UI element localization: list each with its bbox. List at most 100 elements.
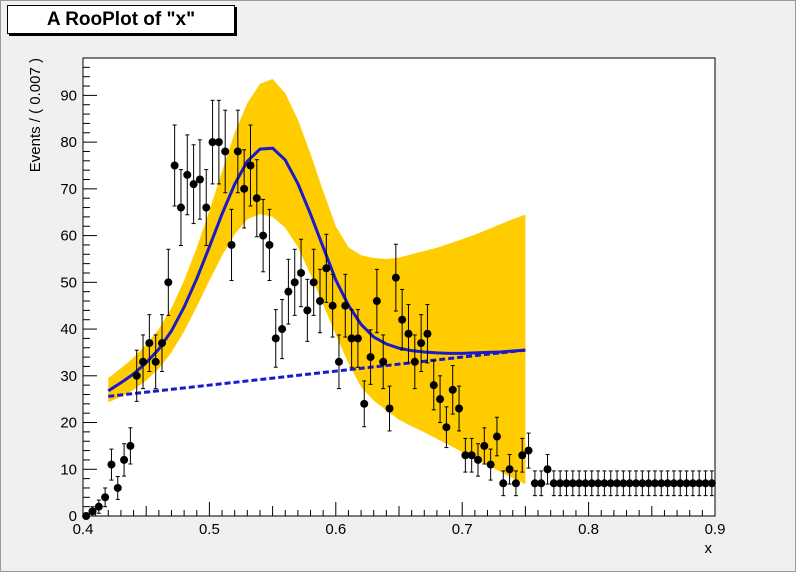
y-tick-label: 10 xyxy=(60,461,77,478)
data-point xyxy=(436,375,445,424)
y-tick-label: 90 xyxy=(60,87,77,104)
y-tick-label: 60 xyxy=(60,228,77,245)
data-point xyxy=(417,314,426,373)
data-point xyxy=(480,427,489,465)
data-point xyxy=(227,208,236,282)
data-point xyxy=(214,99,223,185)
data-point xyxy=(537,470,546,497)
y-tick-label: 20 xyxy=(60,415,77,432)
data-point xyxy=(322,233,331,303)
data-point xyxy=(151,334,160,390)
data-point xyxy=(170,124,179,207)
data-point xyxy=(556,470,565,497)
data-point xyxy=(429,359,438,411)
data-point xyxy=(145,314,154,373)
data-point xyxy=(195,139,204,220)
x-tick-label: 0.5 xyxy=(199,521,220,538)
data-point xyxy=(271,309,280,368)
data-point xyxy=(259,198,268,273)
data-point xyxy=(455,385,464,432)
data-point xyxy=(347,309,356,368)
data-point xyxy=(132,349,141,402)
data-point xyxy=(707,470,716,497)
data-point xyxy=(562,470,571,497)
y-tick-label: 0 xyxy=(69,508,77,525)
data-point xyxy=(284,258,293,325)
data-point xyxy=(139,334,148,390)
data-point xyxy=(265,208,274,282)
data-point xyxy=(474,443,482,477)
model-curve xyxy=(107,146,526,393)
data-point xyxy=(486,448,495,481)
data-point xyxy=(297,238,306,308)
data-point xyxy=(278,299,287,360)
data-point xyxy=(682,470,691,497)
y-tick-label: 30 xyxy=(60,368,77,385)
x-tick-label: 0.6 xyxy=(325,521,346,538)
data-point xyxy=(657,470,666,497)
data-point xyxy=(94,499,103,514)
data-point xyxy=(246,124,255,207)
data-point xyxy=(366,329,375,385)
data-point xyxy=(530,470,539,497)
data-point xyxy=(101,487,110,508)
data-point xyxy=(650,470,659,497)
y-axis-label: Events / ( 0.007 ) xyxy=(27,58,44,172)
x-tick-label: 0.9 xyxy=(705,521,726,538)
data-point xyxy=(328,273,337,338)
data-point xyxy=(385,385,394,432)
data-point xyxy=(360,380,369,428)
data-point xyxy=(575,470,584,497)
data-point xyxy=(594,470,603,497)
data-point xyxy=(309,248,318,316)
data-point xyxy=(619,470,628,497)
data-point xyxy=(164,248,173,316)
data-point xyxy=(423,304,432,364)
background-line xyxy=(108,348,526,398)
data-point xyxy=(518,437,527,473)
x-tick-label: 0.7 xyxy=(452,521,473,538)
data-point xyxy=(461,437,470,473)
data-point xyxy=(202,169,211,247)
data-point xyxy=(334,334,343,390)
data-point xyxy=(372,268,381,334)
data-point xyxy=(158,314,166,373)
data-point xyxy=(581,470,590,497)
data-point xyxy=(613,470,622,497)
data-point xyxy=(379,334,388,390)
data-point xyxy=(505,453,514,485)
data-point xyxy=(467,437,476,473)
x-tick-label: 0.4 xyxy=(73,521,94,538)
data-point xyxy=(448,365,457,415)
data-point xyxy=(568,470,577,497)
data-point xyxy=(543,453,552,485)
data-point xyxy=(524,432,533,469)
data-point xyxy=(442,406,451,449)
data-point xyxy=(600,470,609,497)
data-point xyxy=(353,309,362,368)
data-point xyxy=(676,470,685,497)
data-point xyxy=(391,243,400,312)
data-point xyxy=(511,470,520,497)
data-point xyxy=(638,470,647,497)
data-point xyxy=(663,470,672,497)
data-point xyxy=(240,149,249,229)
data-point xyxy=(233,109,242,194)
data-point xyxy=(669,470,678,497)
data-point xyxy=(606,470,615,497)
x-tick-label: 0.8 xyxy=(578,521,599,538)
data-point xyxy=(492,416,501,457)
data-point xyxy=(398,288,407,351)
data-point xyxy=(126,427,135,465)
data-point xyxy=(252,159,261,238)
data-point xyxy=(113,476,122,500)
data-point xyxy=(404,304,413,364)
data-point xyxy=(410,334,419,390)
data-point xyxy=(701,470,710,497)
data-point xyxy=(688,470,697,497)
data-point xyxy=(549,470,558,497)
data-point xyxy=(303,278,312,342)
x-axis-label: x xyxy=(705,540,713,557)
data-point xyxy=(208,99,217,185)
